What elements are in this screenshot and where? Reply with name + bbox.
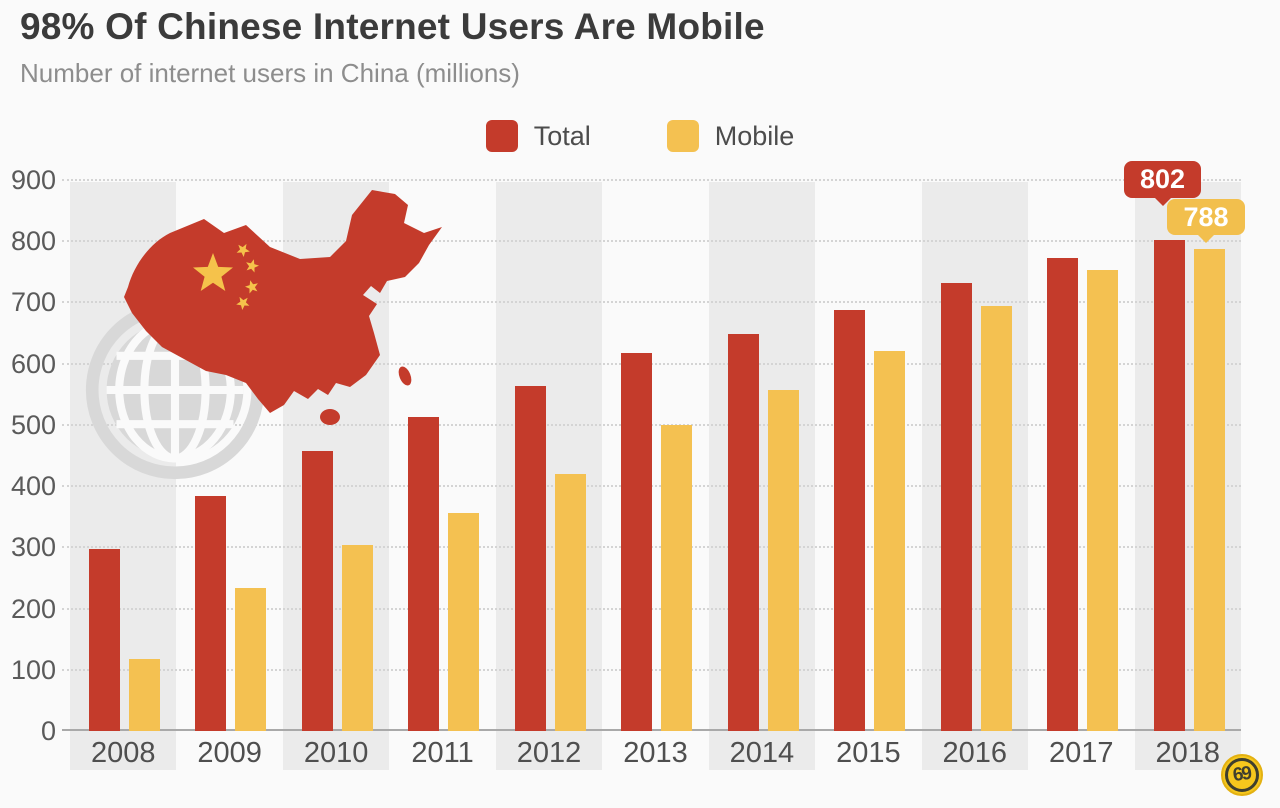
y-tick-label-900: 900 [10,165,56,195]
x-axis-label-2016: 2016 [942,737,1008,769]
y-tick-label-200: 200 [10,593,56,624]
background-stripe-2014 [708,182,816,770]
flag-star-small-3 [245,280,258,294]
total-color-swatch [485,120,518,152]
taiwan-island [398,366,412,386]
y-tick-label-0: 0 [40,716,56,746]
background-stripe-2012 [495,182,603,770]
legend-label-mobile: Mobile [714,120,795,151]
total-bar-2013 [621,352,653,731]
total-bar-2010 [301,451,333,731]
mobile-bar-2014 [767,389,799,731]
legend-item-total: Total [485,120,591,152]
mobile-color-swatch [666,120,699,152]
total-bar-2015 [834,309,866,731]
x-axis-label-2010: 2010 [303,737,369,769]
x-axis-label-2015: 2015 [836,737,901,769]
legend-item-mobile: Mobile [666,120,795,152]
x-axis-label-2008: 2008 [90,737,156,769]
callout-total-2018: 802 [1124,161,1201,206]
mobile-bar-2008 [129,658,160,731]
chart-title: 98% Of Chinese Internet Users Are Mobile [20,6,765,47]
gridline-800 [62,240,1241,243]
callout-mobile-2018: 788 [1167,199,1245,243]
total-bar-2018 [1153,239,1185,731]
flag-star-small-1 [236,243,250,257]
mobile-bar-2018 [1193,248,1225,731]
y-tick-label-600: 600 [10,348,56,379]
china-map-graphic [124,190,442,425]
y-tick-label-500: 500 [10,409,56,440]
total-bar-2017 [1047,258,1079,731]
mobile-bar-2015 [874,351,906,731]
x-axis-label-2014: 2014 [729,737,795,769]
total-bar-2012 [514,385,546,731]
watermark-text: 69 [1231,762,1252,787]
x-axis-label-2011: 2011 [411,737,474,769]
mobile-bar-2011 [448,513,480,731]
hainan-island [320,409,340,425]
flag-star-large [193,253,233,291]
legend: Total Mobile [0,118,1280,154]
x-axis-label-2009: 2009 [197,737,262,769]
x-axis-label-2012: 2012 [516,737,582,769]
mobile-bar-2016 [980,305,1012,731]
total-bar-2016 [940,283,972,731]
mobile-bar-2009 [235,588,267,731]
mobile-bar-2012 [554,473,586,731]
watermark-logo: 69 [1221,754,1263,796]
y-tick-label-700: 700 [10,287,56,318]
gridline-700 [62,301,1241,304]
x-axis-label-2013: 2013 [623,737,688,769]
watermark-ring: 69 [1225,758,1259,792]
total-bar-2009 [195,495,227,731]
mobile-bar-2013 [661,424,693,731]
legend-label-total: Total [533,120,591,151]
background-stripe-2018 [1134,182,1241,770]
y-tick-label-400: 400 [10,471,56,502]
flag-star-small-2 [246,259,259,273]
chart-subtitle: Number of internet users in China (milli… [20,58,520,88]
gridline-900 [62,179,1241,181]
china-silhouette [124,190,442,413]
flag-star-small-4 [236,296,250,310]
mobile-bar-2017 [1087,269,1119,731]
y-tick-label-100: 100 [10,654,56,685]
y-tick-label-800: 800 [10,226,56,257]
total-bar-2011 [408,416,440,731]
total-bar-2014 [727,333,759,731]
x-axis-label-2017: 2017 [1049,737,1114,769]
y-tick-label-300: 300 [10,532,56,563]
background-stripe-2016 [921,182,1029,770]
total-bar-2008 [89,548,120,731]
x-axis-label-2018: 2018 [1155,737,1220,769]
mobile-bar-2010 [341,545,373,731]
